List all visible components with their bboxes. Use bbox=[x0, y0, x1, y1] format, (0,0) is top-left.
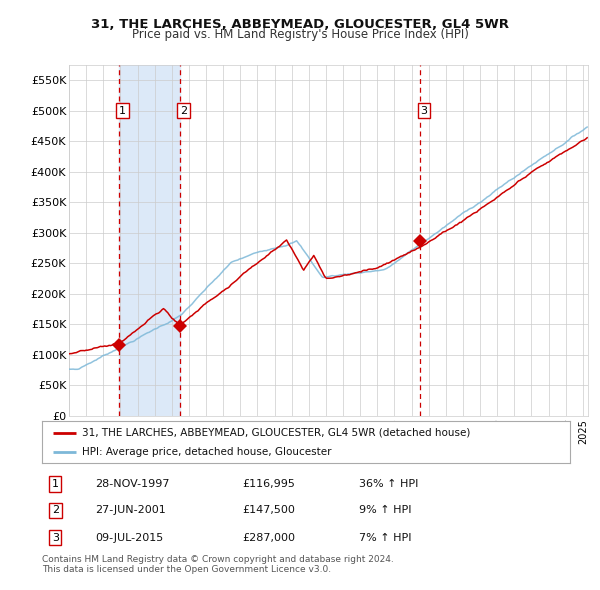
Text: 28-NOV-1997: 28-NOV-1997 bbox=[95, 479, 169, 489]
Text: 3: 3 bbox=[52, 533, 59, 543]
Text: 09-JUL-2015: 09-JUL-2015 bbox=[95, 533, 163, 543]
Text: 31, THE LARCHES, ABBEYMEAD, GLOUCESTER, GL4 5WR (detached house): 31, THE LARCHES, ABBEYMEAD, GLOUCESTER, … bbox=[82, 428, 470, 438]
Text: £147,500: £147,500 bbox=[242, 506, 296, 515]
Text: 7% ↑ HPI: 7% ↑ HPI bbox=[359, 533, 412, 543]
Text: £116,995: £116,995 bbox=[242, 479, 296, 489]
Text: 9% ↑ HPI: 9% ↑ HPI bbox=[359, 506, 412, 515]
Text: 3: 3 bbox=[421, 106, 427, 116]
Text: 2: 2 bbox=[180, 106, 187, 116]
Text: HPI: Average price, detached house, Gloucester: HPI: Average price, detached house, Glou… bbox=[82, 447, 331, 457]
Text: £287,000: £287,000 bbox=[242, 533, 296, 543]
Text: 31, THE LARCHES, ABBEYMEAD, GLOUCESTER, GL4 5WR: 31, THE LARCHES, ABBEYMEAD, GLOUCESTER, … bbox=[91, 18, 509, 31]
Text: Contains HM Land Registry data © Crown copyright and database right 2024.: Contains HM Land Registry data © Crown c… bbox=[42, 555, 394, 563]
Text: 36% ↑ HPI: 36% ↑ HPI bbox=[359, 479, 418, 489]
Text: Price paid vs. HM Land Registry's House Price Index (HPI): Price paid vs. HM Land Registry's House … bbox=[131, 28, 469, 41]
Bar bbox=[119, 65, 180, 416]
Text: 27-JUN-2001: 27-JUN-2001 bbox=[95, 506, 166, 515]
Text: 1: 1 bbox=[119, 106, 126, 116]
Text: 2: 2 bbox=[52, 506, 59, 515]
Text: 1: 1 bbox=[52, 479, 59, 489]
Text: This data is licensed under the Open Government Licence v3.0.: This data is licensed under the Open Gov… bbox=[42, 565, 331, 574]
